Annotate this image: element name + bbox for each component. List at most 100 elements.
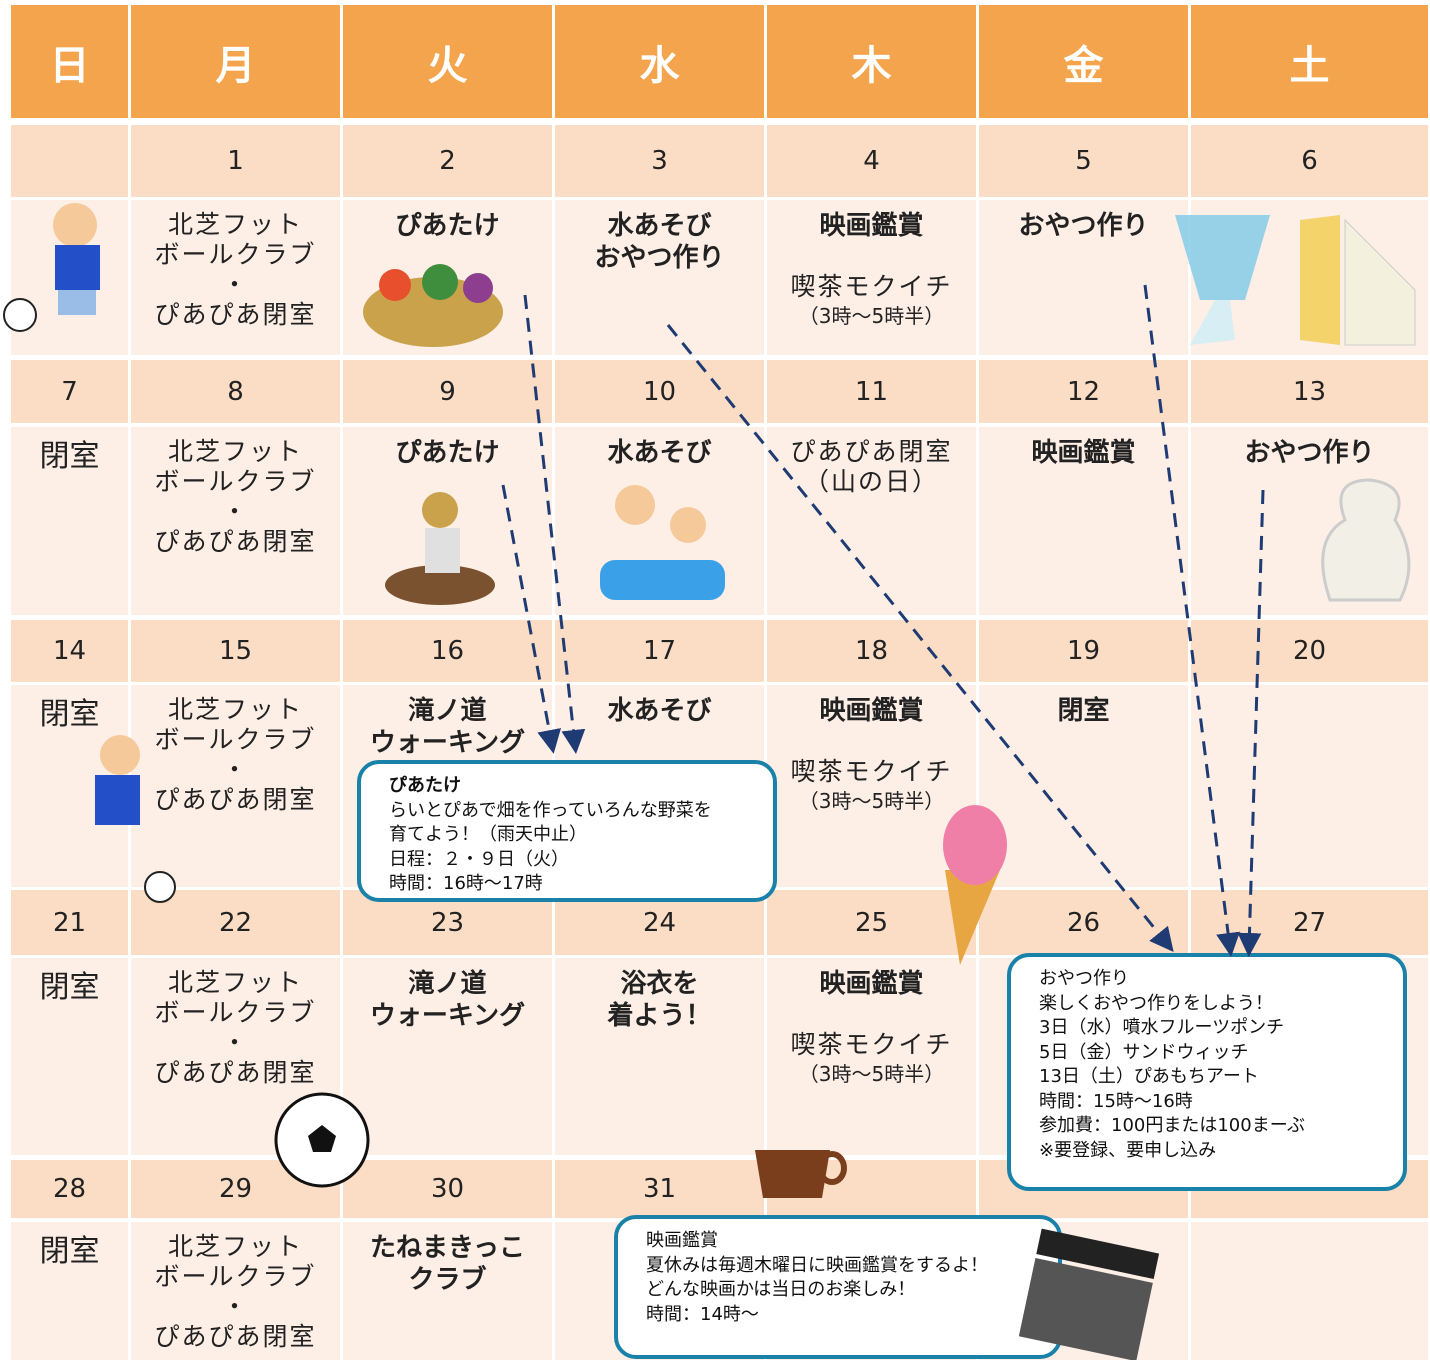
event-cell: 北芝フット ボールクラブ・ぴあぴあ閉室 — [131, 427, 340, 615]
weekday-header: 木 — [767, 5, 976, 118]
date-cell: 31 — [555, 1160, 764, 1218]
event-cell — [1191, 685, 1428, 887]
date-cell: 27 — [1191, 890, 1428, 955]
event-text: 滝ノ道 — [408, 969, 487, 999]
callout-line: 夏休みは毎週木曜日に映画鑑賞をするよ！ — [646, 1254, 988, 1276]
event-text: 喫茶モクイチ — [790, 1030, 953, 1059]
event-text: 水あそび — [607, 438, 712, 468]
event-cell — [1191, 200, 1428, 355]
event-text: （3時～5時半） — [798, 1062, 945, 1086]
date-cell: 19 — [979, 620, 1188, 682]
callout-line: 時間：14時～ — [646, 1303, 759, 1325]
event-cell: 閉室 — [11, 427, 128, 615]
event-cell: おやつ作り — [1191, 427, 1428, 615]
date-cell: 12 — [979, 360, 1188, 423]
event-cell — [11, 200, 128, 355]
event-text: ボールクラブ — [154, 1262, 317, 1291]
callout-line: 時間：16時～17時 — [389, 873, 543, 894]
date-cell: 21 — [11, 890, 128, 955]
date-cell: 26 — [979, 890, 1188, 955]
event-cell: たねまきっこ クラブ — [343, 1222, 552, 1360]
event-text: 映画鑑賞 — [819, 211, 924, 241]
event-text: おやつ作り — [1244, 438, 1375, 468]
callout-line: らいとぴあで畑を作っていろんな野菜を — [389, 799, 712, 821]
event-cell: 映画鑑賞 — [979, 427, 1188, 615]
event-text: 閉室 — [39, 1234, 100, 1269]
event-text: ・ — [221, 497, 249, 526]
event-text: ぴあぴあ閉室 — [154, 1322, 317, 1351]
event-cell: おやつ作り — [979, 200, 1188, 355]
callout-line: 5日（金）サンドウィッチ — [1039, 1041, 1249, 1063]
date-cell: 1 — [131, 125, 340, 197]
event-text: ウォーキング — [369, 728, 526, 758]
event-cell — [1191, 1222, 1428, 1360]
event-text: ウォーキング — [369, 1001, 526, 1031]
event-text: ・ — [221, 755, 249, 784]
date-cell: 18 — [767, 620, 976, 682]
weekday-header: 土 — [1191, 5, 1428, 118]
callout-line: 楽しくおやつ作りをしよう！ — [1039, 992, 1273, 1014]
callout-line: 育てよう！（雨天中止） — [389, 824, 587, 845]
event-text: おやつ作り — [1018, 211, 1149, 241]
event-text: ボールクラブ — [154, 467, 317, 496]
event-text: 北芝フット — [167, 968, 303, 997]
event-cell: 閉室 — [11, 958, 128, 1155]
event-text: ぴあぴあ閉室 — [790, 437, 953, 466]
weekday-header: 日 — [11, 5, 128, 118]
event-cell: 北芝フット ボールクラブ・ぴあぴあ閉室 — [131, 685, 340, 887]
date-cell: 20 — [1191, 620, 1428, 682]
callout-line: 時間：15時～16時 — [1039, 1090, 1193, 1112]
weekday-header: 月 — [131, 5, 340, 118]
event-text: 水あそび — [607, 696, 712, 726]
event-cell: 北芝フット ボールクラブ・ぴあぴあ閉室 — [131, 958, 340, 1155]
event-cell: 浴衣を 着よう！ — [555, 958, 764, 1155]
date-cell: 17 — [555, 620, 764, 682]
date-cell — [11, 125, 128, 197]
callout-line: ※要登録、要申し込み — [1039, 1139, 1217, 1161]
date-cell — [767, 1160, 976, 1218]
event-text: 北芝フット — [167, 1232, 303, 1261]
event-text: （3時～5時半） — [798, 789, 945, 813]
event-text: クラブ — [408, 1265, 487, 1295]
event-text: ・ — [221, 270, 249, 299]
event-cell: 映画鑑賞喫茶モクイチ （3時～5時半） — [767, 200, 976, 355]
date-cell: 14 — [11, 620, 128, 682]
date-cell: 22 — [131, 890, 340, 955]
callout-title: 映画鑑賞 — [646, 1230, 718, 1251]
date-cell: 13 — [1191, 360, 1428, 423]
event-text: 喫茶モクイチ — [790, 757, 953, 786]
event-cell: 閉室 — [979, 685, 1188, 887]
event-text: ・ — [221, 1028, 249, 1057]
event-text: 閉室 — [39, 697, 100, 732]
event-cell: 閉室 — [11, 1222, 128, 1360]
callout: 映画鑑賞 夏休みは毎週木曜日に映画鑑賞をするよ！ どんな映画かは当日のお楽しみ！ 時間… — [614, 1215, 1062, 1359]
date-cell: 6 — [1191, 125, 1428, 197]
event-text: 喫茶モクイチ — [790, 272, 953, 301]
event-cell: 映画鑑賞喫茶モクイチ （3時～5時半） — [767, 958, 976, 1155]
event-cell: 北芝フット ボールクラブ・ぴあぴあ閉室 — [131, 200, 340, 355]
event-text: 映画鑑賞 — [819, 969, 924, 999]
event-text: 映画鑑賞 — [1031, 438, 1136, 468]
event-text: ボールクラブ — [154, 240, 317, 269]
event-text: 北芝フット — [167, 437, 303, 466]
date-cell: 7 — [11, 360, 128, 423]
date-cell: 11 — [767, 360, 976, 423]
weekday-header: 水 — [555, 5, 764, 118]
date-cell: 15 — [131, 620, 340, 682]
event-text: 閉室 — [39, 439, 100, 474]
event-cell: 北芝フット ボールクラブ・ぴあぴあ閉室 — [131, 1222, 340, 1360]
event-text: ぴあぴあ閉室 — [154, 1058, 317, 1087]
date-cell: 5 — [979, 125, 1188, 197]
event-text: ぴあたけ — [395, 438, 500, 468]
event-text: おやつ作り — [594, 243, 725, 273]
event-text: ・ — [221, 1292, 249, 1321]
callout-title: ぴあたけ — [389, 775, 461, 796]
event-text: ボールクラブ — [154, 725, 317, 754]
callout: ぴあたけ らいとぴあで畑を作っていろんな野菜を 育てよう！（雨天中止） 日程：２・９日… — [357, 760, 777, 902]
event-text: ぴあぴあ閉室 — [154, 527, 317, 556]
date-cell: 25 — [767, 890, 976, 955]
event-text: （3時～5時半） — [798, 304, 945, 328]
callout-title: おやつ作り — [1039, 968, 1129, 989]
date-cell: 2 — [343, 125, 552, 197]
event-text: 閉室 — [39, 970, 100, 1005]
